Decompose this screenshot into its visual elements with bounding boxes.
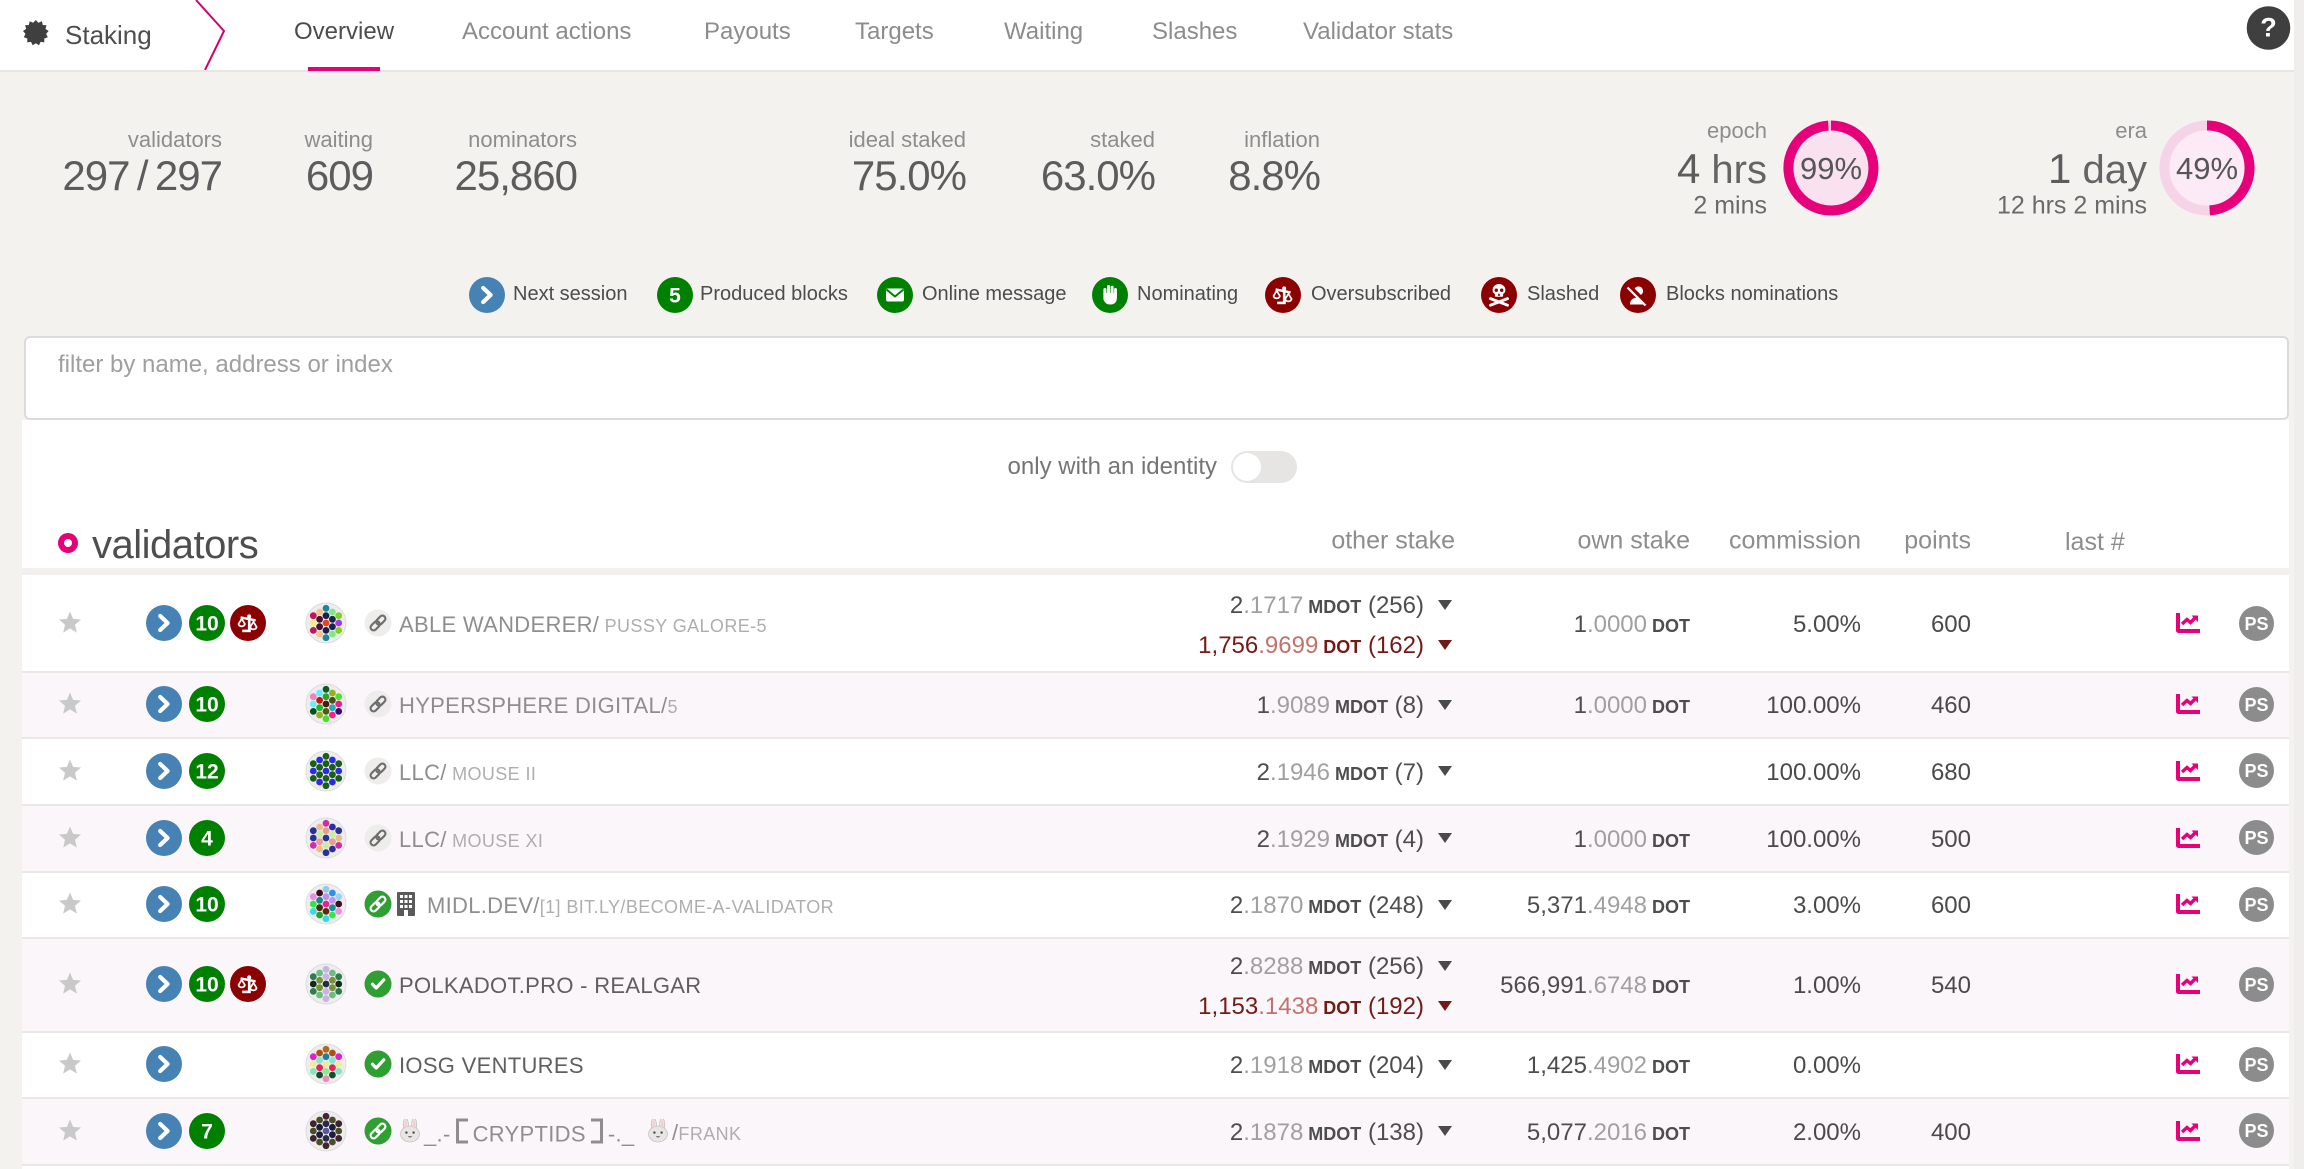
svg-text:5: 5 [669, 285, 681, 308]
svg-text:PS: PS [2244, 1121, 2268, 1141]
svg-text:PS: PS [2244, 975, 2268, 995]
svg-text:PS: PS [2244, 695, 2268, 715]
svg-text:4: 4 [201, 827, 213, 850]
svg-text:10: 10 [195, 694, 218, 717]
svg-text:10: 10 [195, 974, 218, 997]
svg-text:PS: PS [2244, 895, 2268, 915]
svg-text:PS: PS [2244, 761, 2268, 781]
svg-text:10: 10 [195, 894, 218, 917]
svg-text:99%: 99% [1800, 151, 1862, 186]
svg-text:49%: 49% [2176, 151, 2238, 186]
svg-text:PS: PS [2244, 828, 2268, 848]
svg-text:?: ? [2260, 13, 2277, 43]
svg-text:10: 10 [195, 613, 218, 636]
svg-text:7: 7 [201, 1120, 213, 1143]
svg-text:PS: PS [2244, 1055, 2268, 1075]
svg-text:12: 12 [195, 760, 218, 783]
svg-text:PS: PS [2244, 614, 2268, 634]
